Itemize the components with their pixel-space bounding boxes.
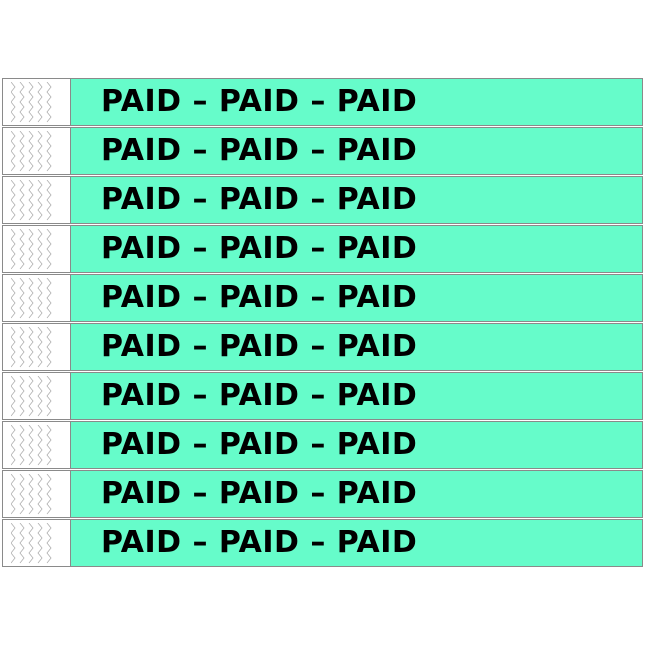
wristband: PAID – PAID – PAID — [2, 519, 643, 567]
wristband-text: PAID – PAID – PAID — [101, 427, 418, 462]
zigzag-security-cut-icon — [11, 229, 52, 270]
wristband-text: PAID – PAID – PAID — [101, 329, 418, 364]
wristband: PAID – PAID – PAID — [2, 274, 643, 322]
zigzag-security-cut-icon — [11, 327, 52, 368]
wristband: PAID – PAID – PAID — [2, 421, 643, 469]
zigzag-security-cut-icon — [11, 376, 52, 417]
wristband-text: PAID – PAID – PAID — [101, 280, 418, 315]
zigzag-security-cut-icon — [11, 425, 52, 466]
wristband-strip: PAID – PAID – PAID — [71, 520, 642, 566]
wristband-tab — [3, 471, 71, 517]
wristband: PAID – PAID – PAID — [2, 372, 643, 420]
wristband-text: PAID – PAID – PAID — [101, 378, 418, 413]
wristband-tab — [3, 275, 71, 321]
wristband-tab — [3, 79, 71, 125]
wristband-strip: PAID – PAID – PAID — [71, 79, 642, 125]
zigzag-security-cut-icon — [11, 523, 52, 564]
wristband: PAID – PAID – PAID — [2, 225, 643, 273]
wristband-strip: PAID – PAID – PAID — [71, 128, 642, 174]
zigzag-security-cut-icon — [11, 278, 52, 319]
wristband-strip: PAID – PAID – PAID — [71, 373, 642, 419]
wristband-tab — [3, 373, 71, 419]
wristband-strip: PAID – PAID – PAID — [71, 177, 642, 223]
zigzag-security-cut-icon — [11, 82, 52, 123]
wristband-tab — [3, 324, 71, 370]
zigzag-security-cut-icon — [11, 180, 52, 221]
zigzag-security-cut-icon — [11, 131, 52, 172]
wristband-text: PAID – PAID – PAID — [101, 182, 418, 217]
wristband: PAID – PAID – PAID — [2, 470, 643, 518]
wristband-strip: PAID – PAID – PAID — [71, 422, 642, 468]
wristband: PAID – PAID – PAID — [2, 176, 643, 224]
wristband-tab — [3, 226, 71, 272]
wristband-strip: PAID – PAID – PAID — [71, 226, 642, 272]
wristband-text: PAID – PAID – PAID — [101, 133, 418, 168]
wristband-tab — [3, 422, 71, 468]
wristband-strip: PAID – PAID – PAID — [71, 275, 642, 321]
wristband-tab — [3, 520, 71, 566]
wristband-text: PAID – PAID – PAID — [101, 476, 418, 511]
wristband-tab — [3, 177, 71, 223]
zigzag-security-cut-icon — [11, 474, 52, 515]
wristband-text: PAID – PAID – PAID — [101, 231, 418, 266]
wristband-text: PAID – PAID – PAID — [101, 525, 418, 560]
wristband-text: PAID – PAID – PAID — [101, 84, 418, 119]
wristband: PAID – PAID – PAID — [2, 78, 643, 126]
wristband: PAID – PAID – PAID — [2, 323, 643, 371]
wristband-strip: PAID – PAID – PAID — [71, 471, 642, 517]
wristband: PAID – PAID – PAID — [2, 127, 643, 175]
wristband-strip: PAID – PAID – PAID — [71, 324, 642, 370]
wristband-tab — [3, 128, 71, 174]
